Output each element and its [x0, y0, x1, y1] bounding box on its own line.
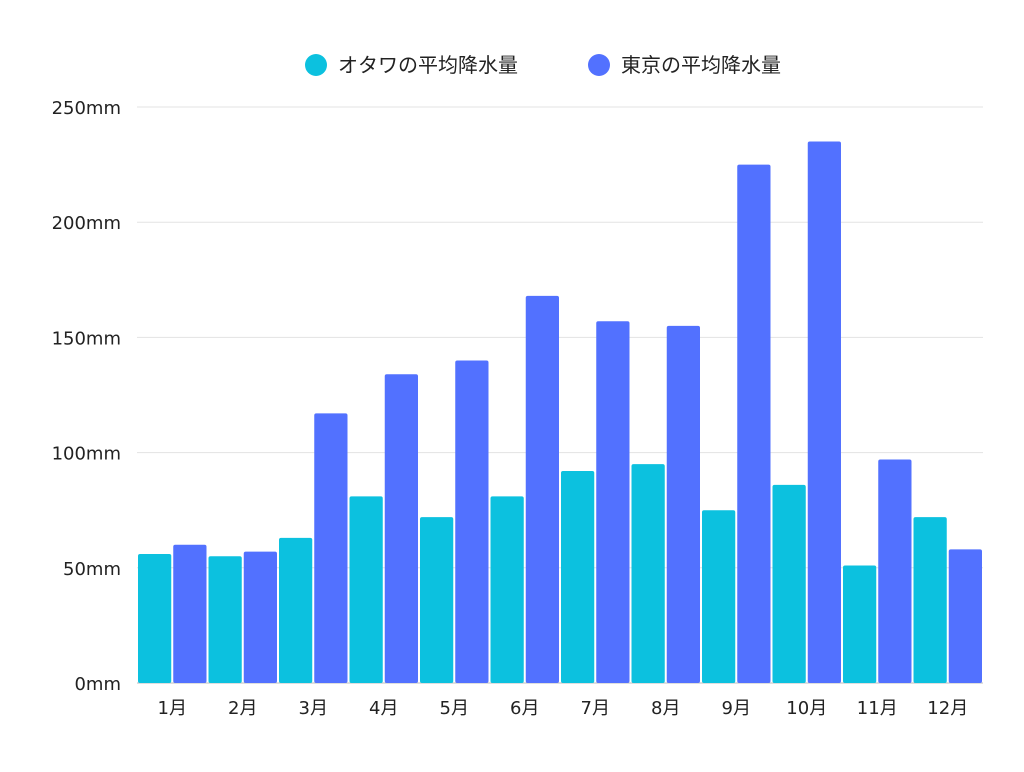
bar-tokyo-8[interactable] — [666, 325, 700, 683]
x-axis-ticks: 1月 2月 3月 4月 5月 6月 7月 8月 9月 10月 11月 12月 — [158, 698, 969, 719]
x-tick-label: 9月 — [722, 698, 751, 719]
legend-swatch-tokyo[interactable] — [588, 54, 610, 76]
bar-tokyo-5[interactable] — [455, 360, 489, 683]
bar-ottawa-11[interactable] — [843, 565, 877, 683]
bar-tokyo-6[interactable] — [525, 295, 559, 683]
y-tick-label: 0mm — [74, 674, 121, 695]
x-tick-label: 6月 — [510, 698, 539, 719]
bar-ottawa-8[interactable] — [631, 464, 665, 683]
legend-label-ottawa[interactable]: オタワの平均降水量 — [338, 53, 518, 77]
bar-tokyo-10[interactable] — [807, 141, 841, 683]
bar-ottawa-12[interactable] — [913, 517, 947, 683]
bar-tokyo-7[interactable] — [596, 321, 630, 683]
bar-tokyo-4[interactable] — [384, 374, 418, 683]
bar-tokyo-12[interactable] — [948, 549, 982, 683]
x-tick-label: 8月 — [651, 698, 680, 719]
bars — [138, 141, 982, 684]
y-tick-label: 150mm — [52, 328, 121, 349]
x-tick-label: 2月 — [228, 698, 257, 719]
bar-ottawa-3[interactable] — [279, 537, 313, 683]
legend-label-tokyo[interactable]: 東京の平均降水量 — [621, 53, 781, 77]
x-tick-label: 3月 — [299, 698, 328, 719]
y-tick-label: 50mm — [63, 559, 121, 580]
bar-ottawa-5[interactable] — [420, 517, 454, 683]
y-tick-label: 250mm — [52, 98, 121, 119]
x-tick-label: 12月 — [927, 698, 968, 719]
bar-tokyo-9[interactable] — [737, 164, 771, 684]
x-tick-label: 7月 — [581, 698, 610, 719]
y-axis-ticks: 0mm 50mm 100mm 150mm 200mm 250mm — [52, 98, 121, 695]
grid-lines — [137, 106, 983, 684]
bar-tokyo-2[interactable] — [243, 551, 277, 683]
bar-ottawa-10[interactable] — [772, 484, 806, 683]
bar-tokyo-3[interactable] — [314, 413, 348, 683]
x-tick-label: 4月 — [369, 698, 398, 719]
y-tick-label: 100mm — [52, 444, 121, 465]
y-tick-label: 200mm — [52, 213, 121, 234]
x-tick-label: 11月 — [857, 698, 898, 719]
bar-ottawa-2[interactable] — [208, 556, 242, 683]
bar-tokyo-1[interactable] — [173, 544, 207, 683]
x-tick-label: 5月 — [440, 698, 469, 719]
legend-swatch-ottawa[interactable] — [305, 54, 327, 76]
bar-ottawa-1[interactable] — [138, 553, 172, 683]
bar-tokyo-11[interactable] — [878, 459, 912, 683]
legend[interactable]: オタワの平均降水量 東京の平均降水量 — [305, 53, 781, 77]
x-tick-label: 1月 — [158, 698, 187, 719]
bar-ottawa-4[interactable] — [349, 496, 383, 683]
x-tick-label: 10月 — [786, 698, 827, 719]
bar-ottawa-9[interactable] — [702, 510, 736, 683]
bar-ottawa-6[interactable] — [490, 496, 524, 683]
bar-ottawa-7[interactable] — [561, 471, 595, 683]
